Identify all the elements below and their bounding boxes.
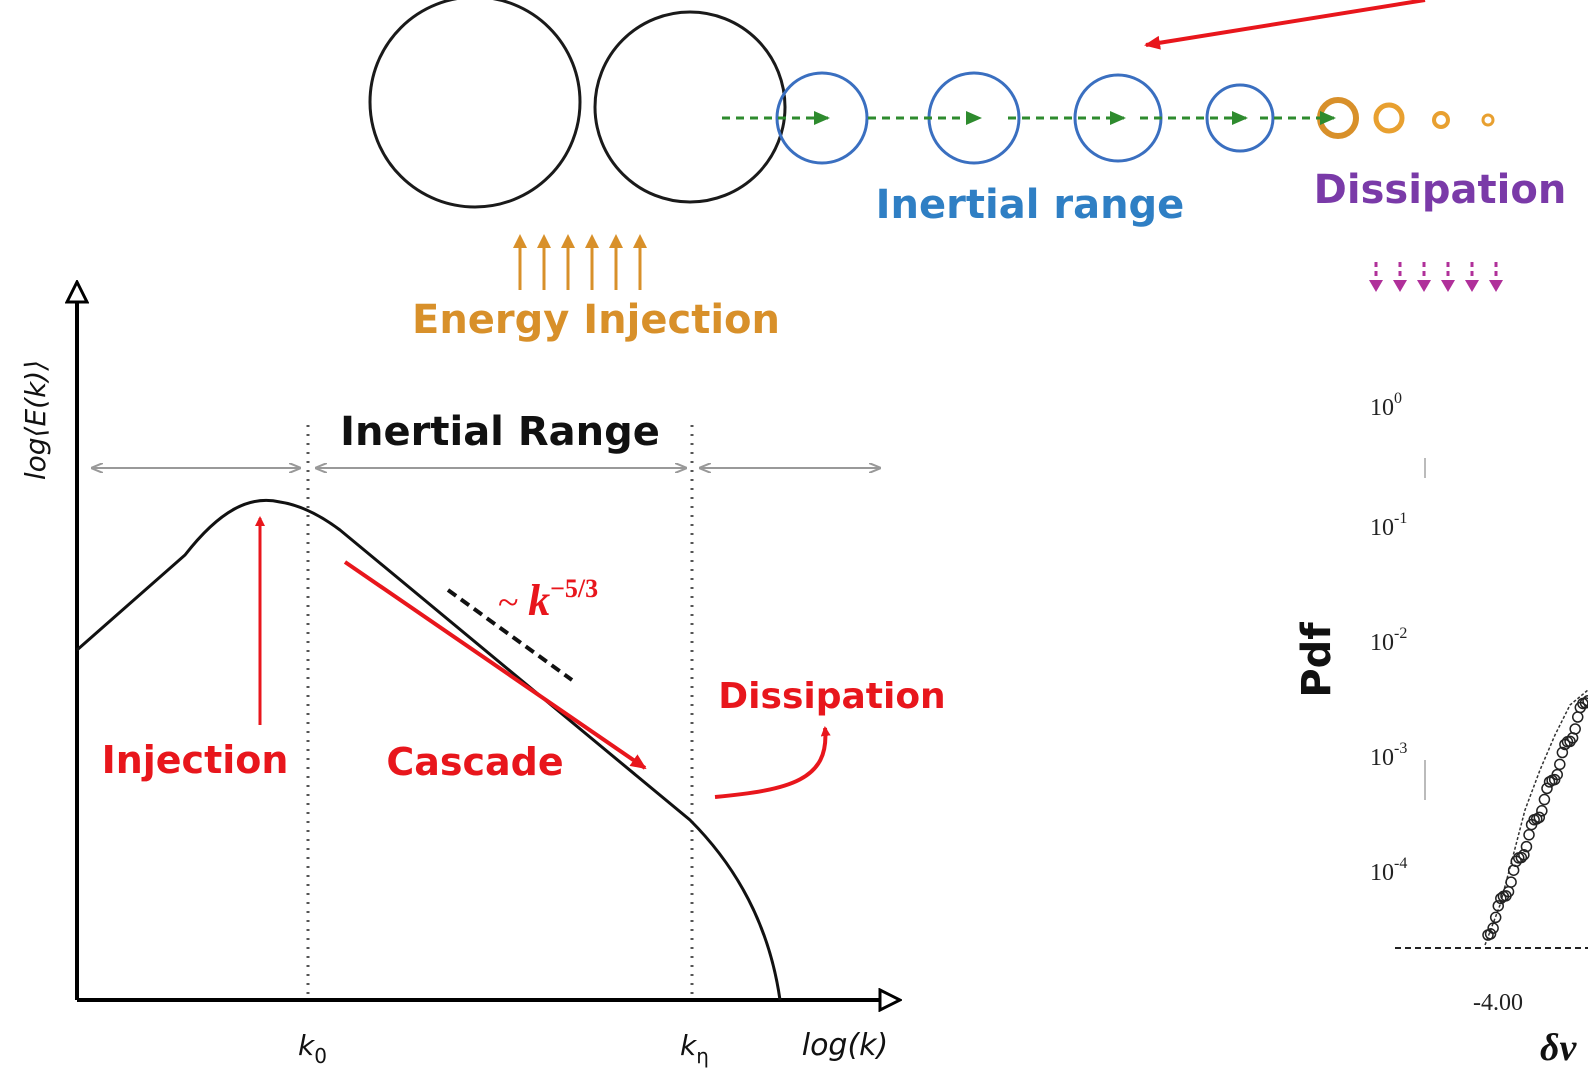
injection-label: Injection xyxy=(102,738,289,782)
y-axis-label: log⟨E(k)⟩ xyxy=(19,360,52,480)
marker xyxy=(1518,849,1530,861)
eddy xyxy=(1481,113,1495,127)
eddy xyxy=(1073,73,1163,163)
slope-line xyxy=(446,588,574,682)
slope-label: ~ k−5/3 xyxy=(498,574,598,625)
eddy xyxy=(775,71,869,165)
tick-base: 10 xyxy=(1370,515,1394,541)
eddies: Inertial range Dissipation Energy Inject… xyxy=(368,0,1567,343)
dissipation-label: Dissipation xyxy=(1314,167,1567,213)
k-base: k xyxy=(298,1029,316,1062)
dissipation-label: Dissipation xyxy=(718,676,945,717)
tick-base: 10 xyxy=(1370,630,1394,656)
eddy xyxy=(368,0,582,209)
dissipation-arrows xyxy=(1374,262,1498,282)
eddy xyxy=(1317,97,1359,139)
pointer-arrow xyxy=(1144,0,1426,50)
pdf-markers xyxy=(1482,695,1588,941)
dissipation-arrow xyxy=(714,726,831,799)
marker xyxy=(1538,793,1551,806)
k-base: k xyxy=(680,1029,698,1062)
k-sub: η xyxy=(696,1044,709,1068)
keta-label: kη xyxy=(680,1029,709,1068)
x-axis-label: δv xyxy=(1540,1027,1577,1069)
spectrum: Inertial Range ~ k−5/3 Injection Cascade… xyxy=(19,302,946,1068)
marker xyxy=(1551,768,1563,781)
marker xyxy=(1492,900,1505,912)
k-sub: 0 xyxy=(314,1044,327,1068)
marker xyxy=(1556,746,1569,759)
tick-exp: 0 xyxy=(1394,390,1402,407)
tick-exp: -4 xyxy=(1394,855,1407,872)
tick-exp: -3 xyxy=(1394,740,1407,757)
eddy xyxy=(1373,102,1405,134)
range-title: Inertial Range xyxy=(340,409,660,455)
eddy xyxy=(1205,83,1275,153)
marker xyxy=(1579,697,1588,709)
marker xyxy=(1582,695,1588,707)
tick-exp: -1 xyxy=(1394,510,1407,527)
tick-base: 10 xyxy=(1370,860,1394,886)
marker xyxy=(1505,876,1517,888)
y-tick-label: 10-1 xyxy=(1370,510,1407,541)
marker xyxy=(1484,928,1497,940)
eddy xyxy=(593,10,787,204)
slope-prefix: ~ xyxy=(498,582,528,624)
y-tick-label: 100 xyxy=(1370,390,1402,421)
marker xyxy=(1569,723,1581,735)
k0-label: k0 xyxy=(298,1029,327,1068)
injection-arrows xyxy=(518,240,642,290)
slope-base: k xyxy=(528,576,550,625)
marker xyxy=(1564,735,1576,748)
marker xyxy=(1523,829,1535,841)
marker xyxy=(1533,811,1546,824)
y-tick-label: 10-3 xyxy=(1370,740,1407,771)
inertial-label: Inertial range xyxy=(876,182,1185,228)
y-axis-label: Pdf xyxy=(1294,622,1340,698)
marker xyxy=(1541,782,1553,795)
slope-exponent: −5/3 xyxy=(550,574,598,603)
x-axis-label: log(k) xyxy=(802,1028,889,1063)
x-tick-label: -4.00 xyxy=(1473,990,1523,1016)
spectrum-curve xyxy=(76,498,782,1001)
marker xyxy=(1554,758,1566,771)
marker xyxy=(1515,851,1528,864)
marker xyxy=(1489,911,1502,924)
tick-exp: -2 xyxy=(1394,625,1407,642)
tick-base: 10 xyxy=(1370,745,1394,771)
injection-label: Energy Injection xyxy=(412,297,780,343)
marker xyxy=(1571,711,1584,723)
eddy xyxy=(1432,111,1450,129)
cascade-arrow xyxy=(343,560,647,770)
marker xyxy=(1520,840,1533,853)
y-tick-label: 10-4 xyxy=(1370,855,1407,886)
tick-base: 10 xyxy=(1370,395,1394,421)
cascade-label: Cascade xyxy=(386,740,563,784)
y-tick-label: 10-2 xyxy=(1370,625,1407,656)
pdf-curve xyxy=(1484,689,1588,946)
marker xyxy=(1536,805,1548,817)
marker xyxy=(1487,922,1499,934)
